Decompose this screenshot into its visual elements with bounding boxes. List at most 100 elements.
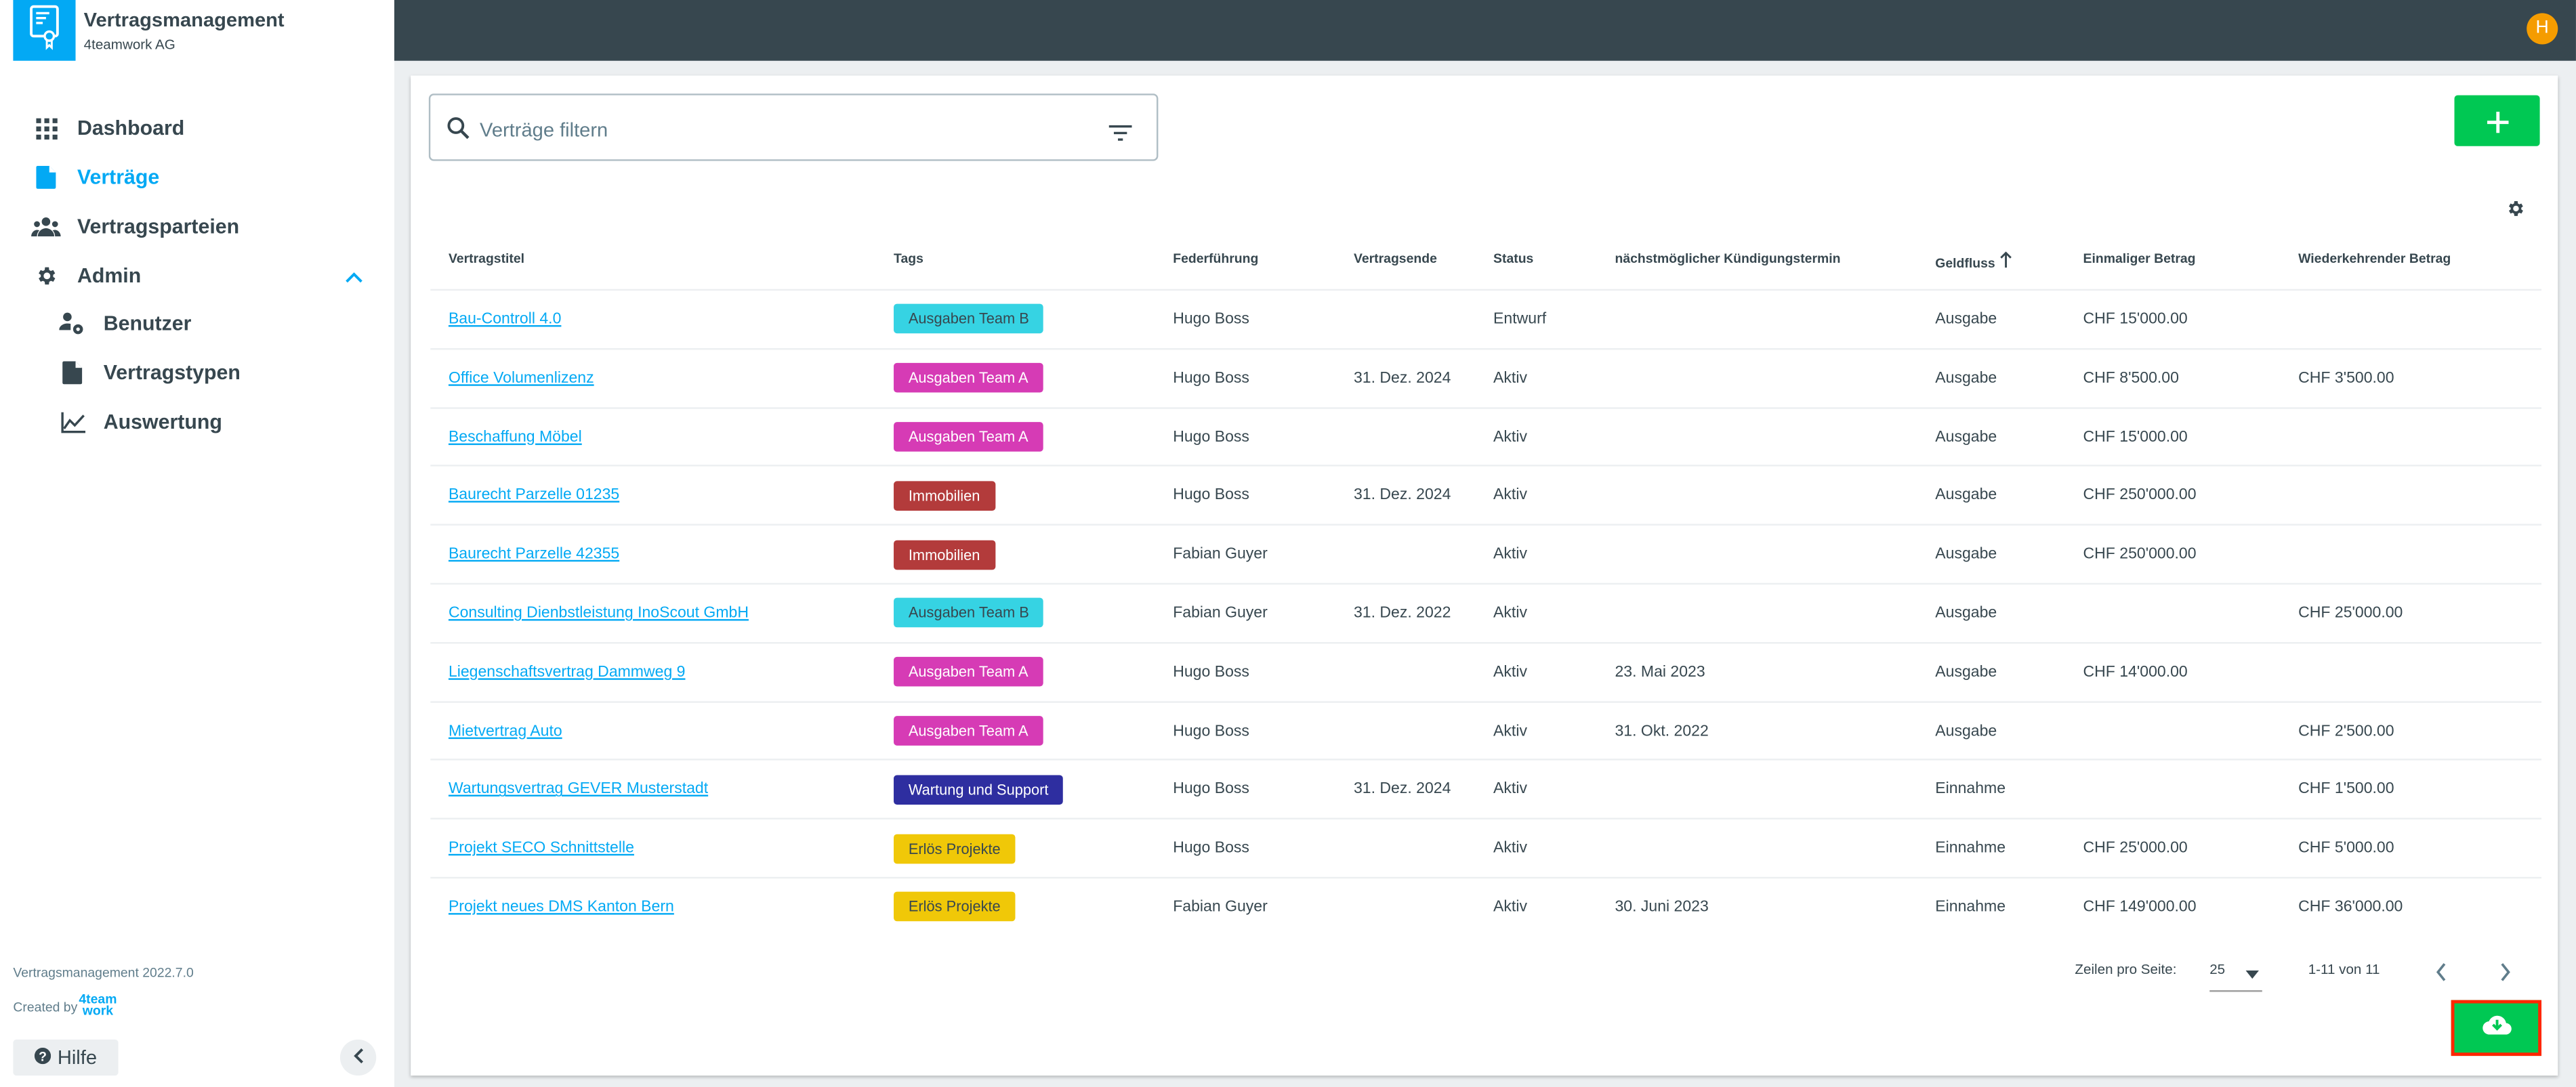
cell-value: Aktiv xyxy=(1493,369,1527,387)
add-contract-button[interactable] xyxy=(2454,95,2540,146)
table-row[interactable]: Beschaffung Möbel Ausgaben Team A Hugo Bos… xyxy=(430,406,2542,467)
cell-value: Aktiv xyxy=(1493,427,1527,446)
table-row[interactable]: Office Volumenlizenz Ausgaben Team A Hugo … xyxy=(430,347,2542,409)
cell-value: 30. Juni 2023 xyxy=(1615,898,1709,916)
contract-title-link[interactable]: Bau-Controll 4.0 xyxy=(448,310,562,328)
table-settings-gear-icon[interactable] xyxy=(2506,197,2525,227)
svg-text:?: ? xyxy=(39,1049,47,1064)
sidebar-item-auswertung[interactable]: Auswertung xyxy=(56,402,409,442)
table-row[interactable]: Consulting Dienbstleistung InoScout GmbH… xyxy=(430,582,2542,644)
cell-value: CHF 8'500.00 xyxy=(2083,369,2179,387)
cell-kuendigungstermin: 23. Mai 2023 xyxy=(1615,643,1705,702)
table-row[interactable]: Liegenschaftsvertrag Dammweg 9 Ausgaben T… xyxy=(430,641,2542,703)
previous-page-button[interactable] xyxy=(2434,960,2447,990)
contract-title-link[interactable]: Projekt SECO Schnittstelle xyxy=(448,839,634,858)
rows-per-page-select[interactable]: 25 xyxy=(2209,960,2262,992)
plus-icon xyxy=(2486,100,2508,142)
contract-title-link[interactable]: Baurecht Parzelle 42355 xyxy=(448,545,620,564)
column-header-wiederkehrender-betrag[interactable]: Wiederkehrender Betrag xyxy=(2298,251,2451,266)
cell-einmaliger-betrag: CHF 250'000.00 xyxy=(2083,467,2197,526)
sidebar-item-vertraege[interactable]: Verträge xyxy=(30,158,383,197)
sidebar-item-label: Vertragstypen xyxy=(103,361,241,385)
filter-icon[interactable] xyxy=(1108,120,1132,150)
column-header-geldfluss[interactable]: Geldfluss xyxy=(1935,251,2013,271)
sidebar-item-dashboard[interactable]: Dashboard xyxy=(30,108,383,148)
cell-value: CHF 14'000.00 xyxy=(2083,663,2188,681)
cell-status: Entwurf xyxy=(1493,291,1546,349)
cell-value: Hugo Boss xyxy=(1173,369,1249,387)
top-bar xyxy=(394,0,2576,61)
cell-value: Hugo Boss xyxy=(1173,780,1249,799)
contract-title-link[interactable]: Projekt neues DMS Kanton Bern xyxy=(448,898,674,916)
collapse-sidebar-button[interactable] xyxy=(339,1039,377,1076)
cell-vertragsende: 31. Dez. 2024 xyxy=(1354,761,1451,820)
cell-geldfluss: Ausgabe xyxy=(1935,526,1997,584)
cell-tags: Ausgaben Team B xyxy=(894,584,1044,643)
cell-value: Fabian Guyer xyxy=(1173,898,1268,916)
tag-badge: Erlös Projekte xyxy=(894,833,1016,864)
column-header-vertragstitel[interactable]: Vertragstitel xyxy=(449,251,524,266)
contract-title-link[interactable]: Baurecht Parzelle 01235 xyxy=(448,486,620,505)
column-header-einmaliger-betrag[interactable]: Einmaliger Betrag xyxy=(2083,251,2196,266)
next-page-button[interactable] xyxy=(2499,960,2512,990)
cell-vertragsende: 31. Dez. 2024 xyxy=(1354,467,1451,526)
cell-vertragstitel: Beschaffung Möbel xyxy=(449,408,582,467)
contract-title-link[interactable]: Wartungsvertrag GEVER Musterstadt xyxy=(448,780,709,799)
help-button[interactable]: ? Hilfe xyxy=(13,1039,119,1076)
contract-title-link[interactable]: Mietvertrag Auto xyxy=(448,721,562,740)
cell-kuendigungstermin: 30. Juni 2023 xyxy=(1615,878,1708,937)
contract-title-link[interactable]: Beschaffung Möbel xyxy=(448,427,582,446)
cell-value: Ausgabe xyxy=(1935,721,1997,740)
cell-value: 23. Mai 2023 xyxy=(1615,663,1705,681)
export-download-button[interactable] xyxy=(2451,1000,2542,1057)
column-header-label: Status xyxy=(1493,251,1534,266)
cell-federfuehrung: Fabian Guyer xyxy=(1173,878,1268,937)
contract-title-link[interactable]: Consulting Dienbstleistung InoScout GmbH xyxy=(448,604,749,622)
table-row[interactable]: Projekt SECO Schnittstelle Erlös Projekte… xyxy=(430,817,2542,879)
cell-vertragstitel: Projekt neues DMS Kanton Bern xyxy=(449,878,674,937)
created-by-label: Created by xyxy=(13,1000,78,1015)
help-icon: ? xyxy=(34,1046,51,1069)
sidebar-item-label: Verträge xyxy=(77,165,160,189)
column-header-federfuehrung[interactable]: Federführung xyxy=(1173,251,1258,266)
cell-federfuehrung: Hugo Boss xyxy=(1173,349,1249,408)
chevron-left-icon xyxy=(352,1043,364,1073)
cell-vertragsende: 31. Dez. 2022 xyxy=(1354,584,1451,643)
cell-value: CHF 36'000.00 xyxy=(2298,898,2403,916)
sidebar-item-vertragsparteien[interactable]: Vertragsparteien xyxy=(30,207,383,247)
contract-title-link[interactable]: Liegenschaftsvertrag Dammweg 9 xyxy=(448,663,686,681)
rows-per-page-label: Zeilen pro Seite: xyxy=(2075,960,2177,977)
cell-federfuehrung: Fabian Guyer xyxy=(1173,584,1268,643)
cell-tags: Wartung und Support xyxy=(894,761,1064,820)
document-icon xyxy=(56,360,88,386)
column-header-status[interactable]: Status xyxy=(1493,251,1533,266)
search-field[interactable] xyxy=(428,93,1159,161)
cell-value: 31. Dez. 2024 xyxy=(1353,486,1451,505)
cell-value: CHF 1'500.00 xyxy=(2298,780,2394,799)
sidebar-item-admin[interactable]: Admin xyxy=(30,256,383,295)
search-input[interactable] xyxy=(476,111,1092,148)
cell-status: Aktiv xyxy=(1493,819,1527,878)
column-header-tags[interactable]: Tags xyxy=(894,251,923,266)
cell-value: Aktiv xyxy=(1493,780,1527,799)
column-header-label: Geldfluss xyxy=(1935,256,1995,272)
user-avatar[interactable]: H xyxy=(2527,13,2558,45)
line-chart-icon xyxy=(56,409,88,435)
column-header-vertragsende[interactable]: Vertragsende xyxy=(1354,251,1437,266)
cell-value: Aktiv xyxy=(1493,839,1527,858)
table-row[interactable]: Wartungsvertrag GEVER Musterstadt Wartung… xyxy=(430,759,2542,820)
sidebar-item-vertragstypen[interactable]: Vertragstypen xyxy=(56,353,409,392)
chevron-up-icon[interactable] xyxy=(345,266,363,289)
table-row[interactable]: Baurecht Parzelle 42355 Immobilien Fabian … xyxy=(430,524,2542,585)
table-row[interactable]: Projekt neues DMS Kanton Bern Erlös Proje… xyxy=(430,876,2542,938)
contract-title-link[interactable]: Office Volumenlizenz xyxy=(448,369,594,387)
cell-vertragstitel: Projekt SECO Schnittstelle xyxy=(449,819,634,878)
cell-vertragstitel: Baurecht Parzelle 01235 xyxy=(449,467,619,526)
table-row[interactable]: Mietvertrag Auto Ausgaben Team A Hugo Boss… xyxy=(430,700,2542,761)
table-row[interactable]: Bau-Controll 4.0 Ausgaben Team B Hugo Boss… xyxy=(430,289,2542,350)
sidebar-item-benutzer[interactable]: Benutzer xyxy=(56,304,409,343)
cell-einmaliger-betrag: CHF 250'000.00 xyxy=(2083,526,2197,584)
column-header-kuendigungstermin[interactable]: nächstmöglicher Kündigungstermin xyxy=(1615,251,1840,266)
table-row[interactable]: Baurecht Parzelle 01235 Immobilien Hugo Bo… xyxy=(430,465,2542,526)
4teamwork-logo[interactable]: 4team work xyxy=(79,992,117,1019)
